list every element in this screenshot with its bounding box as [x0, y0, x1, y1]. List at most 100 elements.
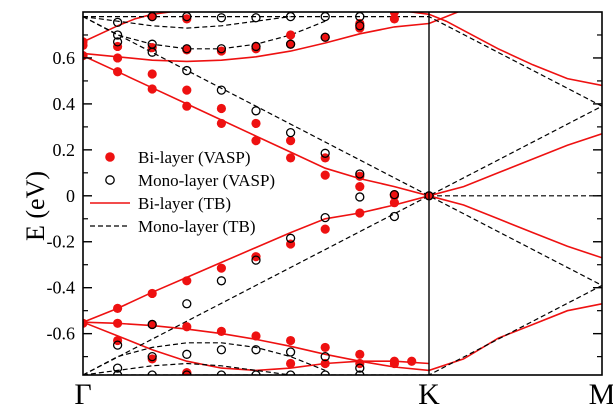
bilayer-tb-line-4	[83, 12, 602, 87]
bilayer-vasp-point	[389, 358, 399, 369]
monolayer-vasp-point	[251, 255, 261, 265]
monolayer-vasp-point	[112, 370, 123, 375]
bilayer-tb-line-2	[83, 12, 460, 63]
bilayer-vasp-point	[182, 101, 192, 111]
y-axis-title: E (eV)	[21, 171, 50, 241]
bilayer-tb-line-3	[83, 303, 602, 372]
bilayer-vasp-point	[286, 335, 296, 346]
y-tick-label: 0.4	[53, 94, 76, 114]
bilayer-vasp-point	[251, 331, 261, 341]
bilayer-vasp-point	[182, 322, 192, 332]
monolayer-vasp-point	[182, 44, 192, 54]
monolayer-vasp-point	[182, 349, 192, 359]
bilayer-vasp-point	[216, 46, 226, 56]
monolayer-vasp-point	[285, 233, 296, 243]
monolayer-vasp-point	[285, 127, 296, 138]
plot-frame	[82, 11, 603, 376]
monolayer-vasp-point	[147, 351, 157, 362]
monolayer-vasp-point	[355, 21, 365, 31]
bilayer-vasp-point	[113, 318, 123, 328]
monolayer-vasp-point	[320, 370, 330, 375]
monolayer-tb-line-13	[83, 16, 291, 29]
bilayer-vasp-point	[113, 67, 123, 77]
bilayer-vasp-point	[286, 358, 296, 369]
monolayer-vasp-point	[389, 211, 400, 222]
monolayer-vasp-point	[251, 106, 261, 116]
legend-label: Mono-layer (TB)	[138, 217, 256, 236]
monolayer-tb-line-12	[83, 342, 326, 375]
monolayer-vasp-point	[216, 13, 227, 23]
monolayer-vasp-point	[216, 44, 227, 54]
bilayer-vasp-point	[251, 136, 261, 146]
bilayer-vasp-point	[320, 224, 330, 234]
bilayer-vasp-point	[286, 136, 296, 146]
y-tick-label: -0.6	[47, 324, 76, 344]
monolayer-vasp-point	[182, 299, 192, 309]
axes: Γ K M -0.6 -0.4 -0.2 0 0.2 0.4 0.6	[47, 11, 613, 407]
bilayer-vasp-point	[389, 12, 399, 17]
monolayer-vasp-point	[182, 65, 192, 76]
bilayer-vasp-point	[355, 208, 365, 218]
bilayer-vasp-point	[320, 170, 330, 180]
k-point-label: Γ	[74, 378, 91, 407]
bilayer-vasp-point	[389, 14, 399, 24]
bilayer-vasp-point	[147, 354, 157, 364]
bilayer-vasp-point	[320, 32, 330, 42]
monolayer-vasp-point	[112, 17, 123, 27]
bilayer-vasp-point	[251, 118, 261, 129]
y-tick-label: 0.6	[53, 48, 76, 68]
monolayer-vasp-point	[182, 370, 192, 375]
monolayer-vasp-point	[285, 347, 296, 357]
bilayer-vasp-point	[286, 30, 296, 40]
monolayer-vasp-point	[112, 37, 123, 47]
monolayer-tb-line-11	[83, 16, 326, 50]
monolayer-vasp-point	[320, 351, 330, 362]
bilayer-vasp-point	[216, 103, 226, 114]
legend-label: Bi-layer (TB)	[138, 194, 231, 213]
monolayer-vasp-point	[355, 192, 365, 202]
bilayer-vasp-point	[355, 182, 365, 192]
bilayer-vasp-point	[320, 358, 330, 369]
y-tick-label: -0.2	[47, 232, 76, 252]
bilayer-vasp-point	[147, 12, 157, 22]
bilayer-vasp-point	[147, 288, 157, 299]
monolayer-vasp-point	[320, 212, 330, 223]
monolayer-vasp-point	[147, 370, 157, 375]
bilayer-tb-line-0	[83, 54, 602, 259]
bilayer-vasp-point	[389, 190, 399, 200]
monolayer-vasp-point	[251, 13, 261, 23]
monolayer-vasp-point	[216, 345, 227, 355]
bilayer-vasp-point	[389, 198, 399, 208]
monolayer-vasp-point	[251, 41, 261, 52]
legend-label: Mono-layer (VASP)	[138, 171, 275, 190]
monolayer-vasp-point	[389, 189, 400, 200]
monolayer-vasp-point	[216, 276, 227, 286]
bilayer-tb-line-1	[83, 133, 602, 323]
bilayer-vasp-point	[147, 69, 157, 79]
monolayer-vasp-point	[251, 345, 261, 355]
monolayer-tb-line-7	[83, 105, 602, 375]
bilayer-vasp-point	[251, 41, 261, 52]
monolayer-vasp-point	[285, 39, 296, 49]
bilayer-vasp-point	[355, 349, 365, 359]
bilayer-vasp-point	[147, 319, 157, 330]
y-tick-label: 0	[66, 186, 75, 206]
bilayer-vasp-point	[216, 326, 226, 336]
monolayer-vasp-point	[355, 363, 365, 373]
data-layer	[83, 12, 602, 375]
y-tick-label: -0.4	[47, 278, 76, 298]
bilayer-vasp-point	[286, 153, 296, 163]
monolayer-vasp-point	[147, 39, 157, 49]
monolayer-vasp-point	[320, 148, 330, 158]
monolayer-tb-line-9	[83, 284, 602, 375]
monolayer-vasp-point	[320, 32, 330, 42]
monolayer-vasp-point	[251, 370, 261, 375]
bilayer-vasp-point	[320, 342, 330, 353]
legend-label: Bi-layer (VASP)	[138, 148, 251, 167]
monolayer-vasp-point	[285, 370, 296, 375]
bilayer-vasp-point	[286, 39, 296, 49]
legend-marker-filled	[105, 152, 115, 162]
bilayer-vasp-point	[182, 276, 192, 286]
monolayer-vasp-point	[112, 340, 123, 350]
